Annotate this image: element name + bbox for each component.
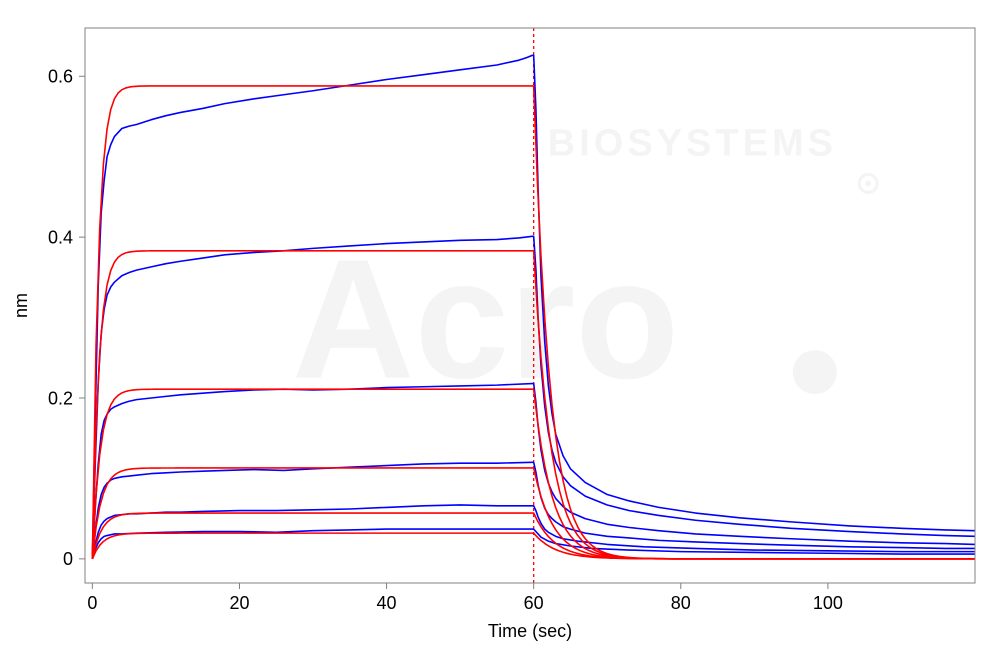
watermark-top: BIOSYSTEMS xyxy=(548,123,837,165)
x-tick-label: 80 xyxy=(671,593,691,613)
kinetics-chart: BIOSYSTEMSAcro02040608010000.20.40.6Time… xyxy=(0,0,1000,669)
x-tick-label: 60 xyxy=(524,593,544,613)
x-tick-label: 100 xyxy=(813,593,843,613)
y-tick-label: 0.2 xyxy=(48,388,73,408)
x-axis-title: Time (sec) xyxy=(488,621,572,641)
y-tick-label: 0 xyxy=(63,549,73,569)
y-axis-title: nm xyxy=(11,293,31,318)
x-tick-label: 40 xyxy=(377,593,397,613)
x-tick-label: 0 xyxy=(87,593,97,613)
x-tick-label: 20 xyxy=(229,593,249,613)
y-tick-label: 0.4 xyxy=(48,227,73,247)
y-tick-label: 0.6 xyxy=(48,67,73,87)
